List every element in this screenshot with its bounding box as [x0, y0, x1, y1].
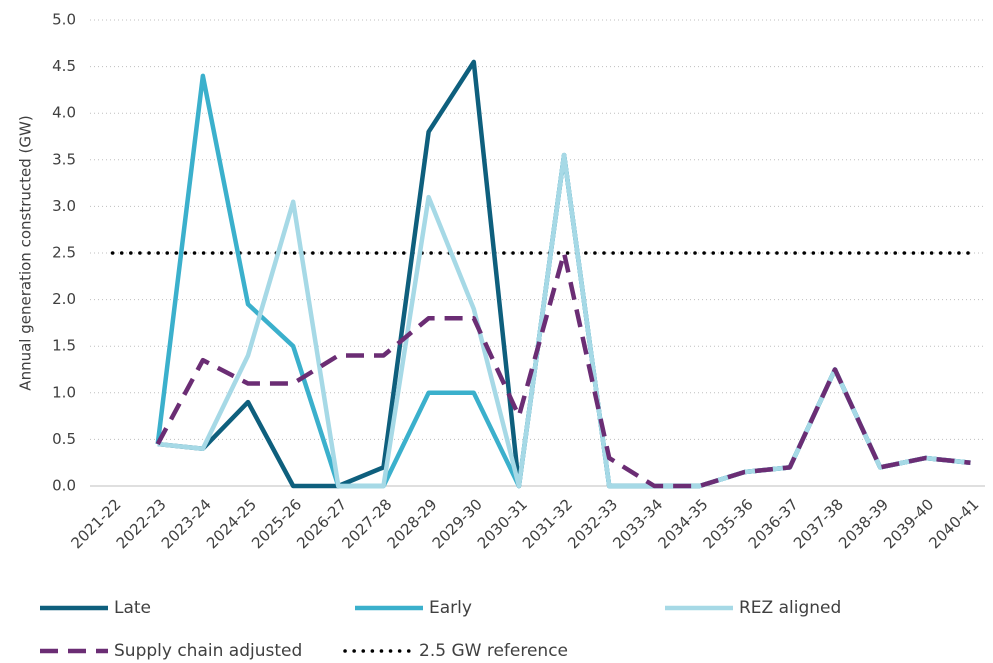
y-tick-label: 1.5 [52, 337, 76, 355]
y-axis-label: Annual generation constructed (GW) [17, 115, 35, 390]
legend-label: REZ aligned [739, 598, 841, 618]
legend-label: Supply chain adjusted [114, 641, 302, 661]
y-tick-label: 1.0 [52, 383, 76, 401]
series-line [155, 73, 971, 489]
y-tick-label: 2.0 [52, 290, 76, 308]
y-tick-label: 4.5 [52, 57, 76, 75]
y-tick-label: 0.0 [52, 477, 76, 495]
legend-label: Late [114, 598, 151, 618]
y-tick-label: 3.0 [52, 197, 76, 215]
series-line [157, 59, 971, 489]
y-tick-label: 4.0 [52, 104, 76, 122]
y-tick-label: 3.5 [52, 150, 76, 168]
legend-label: 2.5 GW reference [419, 641, 568, 661]
y-tick-label: 0.5 [52, 430, 76, 448]
series-line [155, 250, 971, 489]
x-tick-label: 2040-41 [925, 495, 982, 552]
series-line [157, 152, 971, 489]
y-tick-label: 2.5 [52, 244, 76, 262]
y-tick-label: 5.0 [52, 11, 76, 29]
legend-label: Early [429, 598, 472, 618]
